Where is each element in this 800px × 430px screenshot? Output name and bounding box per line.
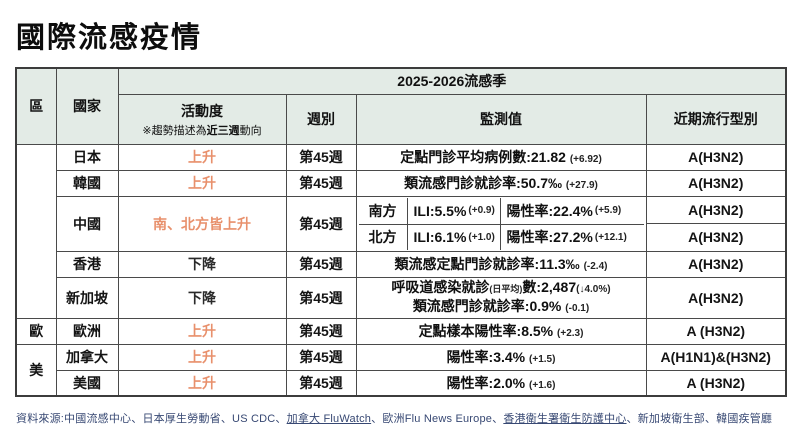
header-row-season: 區 國家 2025-2026流感季 [15, 67, 787, 145]
monitor-cell: 定點樣本陽性率:8.5% (+2.3) [355, 317, 647, 345]
country-cell: 香港 [55, 250, 119, 278]
monitor-cell: 陽性率:2.0% (+1.6) [355, 369, 647, 397]
table-row-china-south: 中國 南、北方皆上升 第45週 南方 ILI:5.5% (+0.9) 陽性率:22… [16, 195, 787, 252]
week-cell: 第45週 [285, 317, 357, 345]
china-south-ili: ILI:5.5% (+0.9) [408, 197, 501, 224]
monitor-cell-china: 南方 ILI:5.5% (+0.9) 陽性率:22.4% (+5.9) 北方 ILI… [355, 195, 647, 252]
source-mid: 、歐洲Flu News Europe、 [371, 413, 504, 425]
country-cell: 韓國 [55, 169, 119, 197]
type-cell: A(H3N2) [645, 195, 787, 224]
monitor-cell: 類流感門診就診率:50.7‰ (+27.9) [355, 169, 647, 197]
source-prefix: 資料來源:中國流感中心、日本厚生勞動省、US CDC、 [16, 413, 287, 425]
header-cell-activity: 活動度 ※趨勢描述為近三週動向 [117, 93, 287, 145]
monitor-cell: 類流感定點門診就診率:11.3‰ (-2.4) [355, 250, 647, 278]
type-cell: A(H3N2) [645, 223, 787, 252]
table-row-korea: 韓國 上升 第45週 類流感門診就診率:50.7‰ (+27.9) A(H3N2… [16, 169, 787, 197]
header-cell-week: 週別 [285, 93, 357, 145]
region-cell-asia [15, 143, 57, 319]
country-cell: 新加坡 [55, 276, 119, 319]
header-cell-region: 區 [15, 67, 57, 145]
country-cell: 歐洲 [55, 317, 119, 345]
type-cell: A(H3N2) [645, 169, 787, 197]
china-south-label: 南方 [359, 197, 408, 224]
country-cell: 日本 [55, 143, 119, 171]
country-cell: 中國 [55, 195, 119, 252]
china-north-row: 北方 ILI:6.1% (+1.0) 陽性率:27.2% (+12.1) [358, 223, 644, 250]
week-cell: 第45週 [285, 343, 357, 371]
monitor-cell: 呼吸道感染就診(日平均)數:2,487(↓4.0%) 類流感門診就診率:0.9%… [355, 276, 647, 319]
activity-cell: 南、北方皆上升 [117, 195, 287, 252]
header-cell-type: 近期流行型別 [645, 93, 787, 145]
table-row-canada: 美 加拿大 上升 第45週 陽性率:3.4% (+1.5) A(H1N1)&(H… [15, 343, 787, 397]
type-cell: A(H3N2) [645, 276, 787, 319]
activity-header-note: ※趨勢描述為近三週動向 [142, 124, 262, 137]
activity-cell: 上升 [117, 369, 287, 397]
monitor-cell: 陽性率:3.4% (+1.5) [355, 343, 647, 371]
type-cell: A (H3N2) [645, 317, 787, 345]
type-cell: A(H1N1)&(H3N2) [645, 343, 787, 371]
activity-cell: 上升 [117, 317, 287, 345]
week-cell: 第45週 [285, 250, 357, 278]
activity-cell: 上升 [117, 343, 287, 371]
header-cell-country: 國家 [55, 67, 119, 145]
country-cell: 美國 [55, 369, 119, 397]
week-cell: 第45週 [285, 369, 357, 397]
header-cell-season: 2025-2026流感季 [117, 67, 787, 95]
activity-header-label: 活動度 [181, 102, 223, 119]
type-cell: A (H3N2) [645, 369, 787, 397]
type-cell: A(H3N2) [645, 250, 787, 278]
activity-cell: 上升 [117, 143, 287, 171]
table-row-singapore: 新加坡 下降 第45週 呼吸道感染就診(日平均)數:2,487(↓4.0%) 類… [16, 276, 787, 319]
activity-cell: 上升 [117, 169, 287, 197]
region-cell-america: 美 [15, 343, 57, 397]
table-row-japan: 日本 上升 第45週 定點門診平均病例數:21.82 (+6.92) A(H3N… [15, 143, 787, 319]
activity-cell: 下降 [117, 276, 287, 319]
header-cell-monitor: 監測值 [355, 93, 647, 145]
table-row-china-north: A(H3N2) [16, 223, 787, 252]
week-cell: 第45週 [285, 169, 357, 197]
week-cell: 第45週 [285, 143, 357, 171]
header-row-columns: 活動度 ※趨勢描述為近三週動向 週別 監測值 近期流行型別 [16, 93, 787, 145]
china-south-row: 南方 ILI:5.5% (+0.9) 陽性率:22.4% (+5.9) [359, 197, 644, 224]
link-hk-chp[interactable]: 香港衛生署衛生防護中心 [503, 413, 627, 425]
source-suffix: 、新加坡衛生部、韓國疾管廳 [626, 413, 773, 425]
china-north-positive-rate: 陽性率:27.2% (+12.1) [506, 229, 627, 245]
page-title: 國際流感疫情 [16, 22, 203, 54]
week-cell: 第45週 [285, 195, 357, 252]
table-row-hongkong: 香港 下降 第45週 類流感定點門診就診率:11.3‰ (-2.4) A(H3N… [16, 250, 787, 278]
data-source-line: 資料來源:中國流感中心、日本厚生勞動省、US CDC、加拿大 FluWatch、… [16, 410, 800, 426]
table-row-europe: 歐 歐洲 上升 第45週 定點樣本陽性率:8.5% (+2.3) A (H3N2… [15, 317, 787, 345]
activity-cell: 下降 [117, 250, 287, 278]
country-cell: 加拿大 [55, 343, 119, 371]
type-cell: A(H3N2) [645, 143, 787, 171]
table-row-usa: 美國 上升 第45週 陽性率:2.0% (+1.6) A (H3N2) [16, 369, 787, 397]
flu-surveillance-table: 區 國家 2025-2026流感季 活動度 ※趨勢描述為近三週動向 週別 監測值… [15, 67, 788, 397]
china-north-ili: ILI:6.1% (+1.0) [408, 224, 501, 250]
region-cell-europe: 歐 [15, 317, 57, 345]
week-cell: 第45週 [285, 276, 357, 319]
singapore-monitor-line1: 呼吸道感染就診(日平均)數:2,487(↓4.0%) [391, 278, 611, 295]
monitor-cell: 定點門診平均病例數:21.82 (+6.92) [355, 143, 647, 171]
china-north-label: 北方 [359, 224, 408, 250]
link-canada-fluwatch[interactable]: 加拿大 FluWatch [286, 413, 372, 425]
singapore-monitor-line2: 類流感門診就診率:0.9% (-0.1) [412, 297, 590, 314]
china-south-positive-rate: 陽性率:22.4% (+5.9) [506, 202, 622, 219]
